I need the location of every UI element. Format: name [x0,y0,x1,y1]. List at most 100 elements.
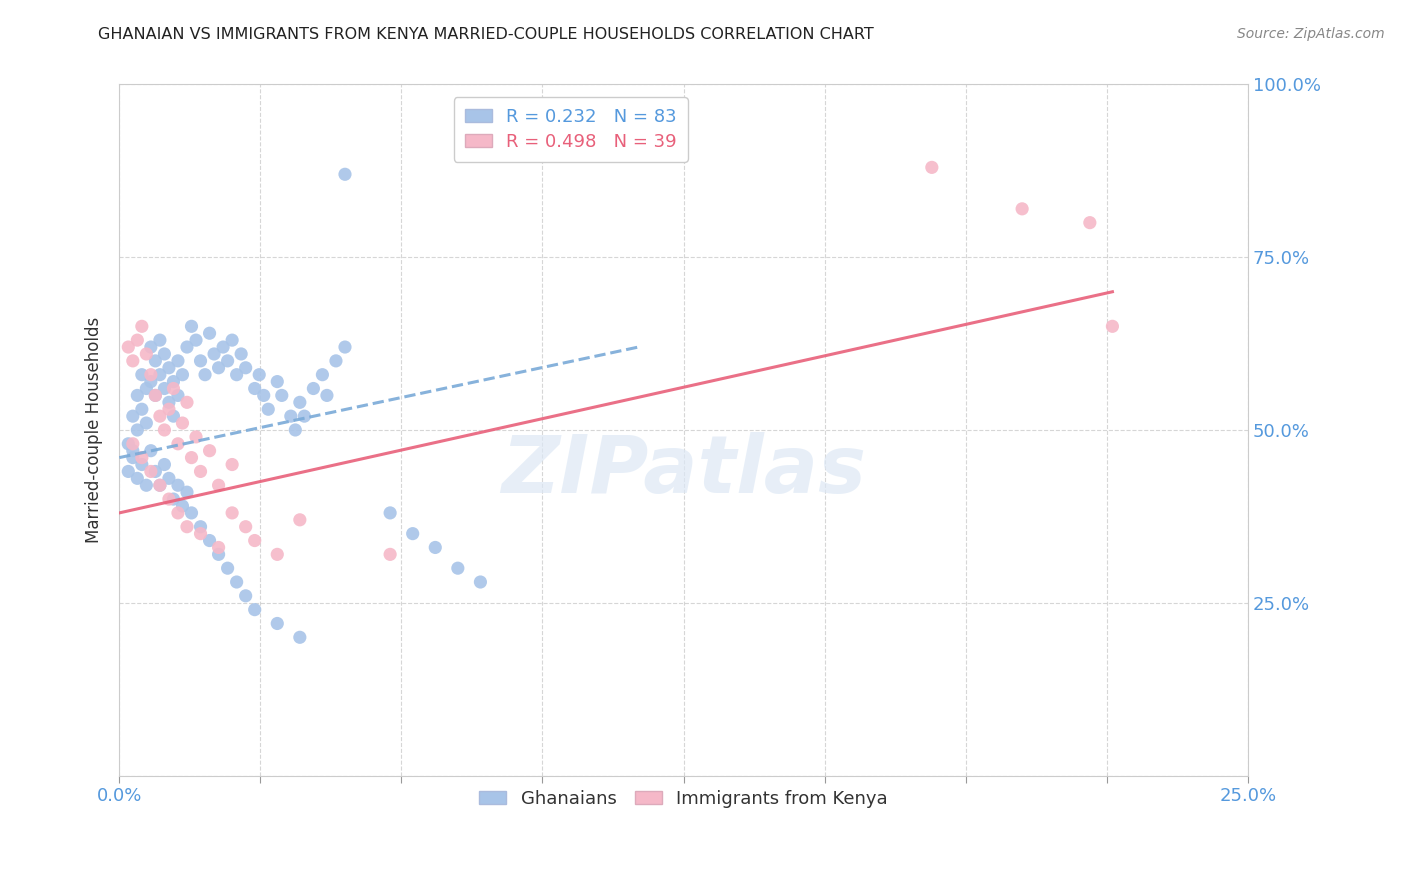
Point [325,354,347,368]
Point [135,347,157,361]
Point [184,430,207,444]
Point [1011,202,1033,216]
Point [333,340,356,354]
Point [235,589,257,603]
Point [131,402,153,417]
Point [153,423,176,437]
Point [221,333,243,347]
Point [235,519,257,533]
Point [131,368,153,382]
Point [180,450,202,465]
Point [117,465,139,479]
Point [202,347,225,361]
Point [212,340,235,354]
Point [167,437,190,451]
Point [257,402,280,417]
Point [266,547,288,561]
Point [207,360,229,375]
Point [270,388,292,402]
Point [167,388,190,402]
Point [127,471,149,485]
Point [176,340,198,354]
Point [333,167,356,181]
Point [217,561,239,575]
Point [121,437,143,451]
Y-axis label: Married-couple Households: Married-couple Households [86,317,103,543]
Point [190,519,212,533]
Point [172,416,194,430]
Point [162,382,184,396]
Point [402,526,425,541]
Point [139,340,162,354]
Point [221,458,243,472]
Point [184,333,207,347]
Point [157,402,180,417]
Point [167,354,190,368]
Point [139,443,162,458]
Point [266,616,288,631]
Point [145,465,167,479]
Point [921,161,943,175]
Point [316,388,339,402]
Point [153,382,176,396]
Point [145,388,167,402]
Point [121,450,143,465]
Point [243,382,266,396]
Text: GHANAIAN VS IMMIGRANTS FROM KENYA MARRIED-COUPLE HOUSEHOLDS CORRELATION CHART: GHANAIAN VS IMMIGRANTS FROM KENYA MARRIE… [98,27,875,42]
Point [157,360,180,375]
Point [378,506,401,520]
Point [149,478,172,492]
Point [117,437,139,451]
Point [135,478,157,492]
Point [167,506,190,520]
Point [145,354,167,368]
Point [135,416,157,430]
Point [157,395,180,409]
Point [153,347,176,361]
Point [127,388,149,402]
Point [190,526,212,541]
Point [121,443,143,458]
Point [121,354,143,368]
Point [172,499,194,513]
Point [207,547,229,561]
Point [288,630,311,644]
Point [167,478,190,492]
Point [176,485,198,500]
Point [139,375,162,389]
Point [198,326,221,341]
Point [149,409,172,424]
Point [121,409,143,424]
Point [131,450,153,465]
Point [190,354,212,368]
Point [207,541,229,555]
Legend: Ghanaians, Immigrants from Kenya: Ghanaians, Immigrants from Kenya [472,782,896,815]
Point [225,368,247,382]
Point [127,423,149,437]
Point [447,561,470,575]
Point [176,519,198,533]
Point [217,354,239,368]
Point [266,375,288,389]
Point [284,423,307,437]
Point [157,471,180,485]
Point [176,395,198,409]
Point [153,458,176,472]
Point [162,409,184,424]
Point [162,492,184,507]
Point [157,492,180,507]
Point [198,443,221,458]
Point [470,574,492,589]
Point [221,506,243,520]
Point [127,333,149,347]
Text: ZIPatlas: ZIPatlas [501,433,866,510]
Point [162,375,184,389]
Point [378,547,401,561]
Point [207,478,229,492]
Point [145,388,167,402]
Point [292,409,315,424]
Point [243,602,266,616]
Point [225,574,247,589]
Point [180,319,202,334]
Point [131,458,153,472]
